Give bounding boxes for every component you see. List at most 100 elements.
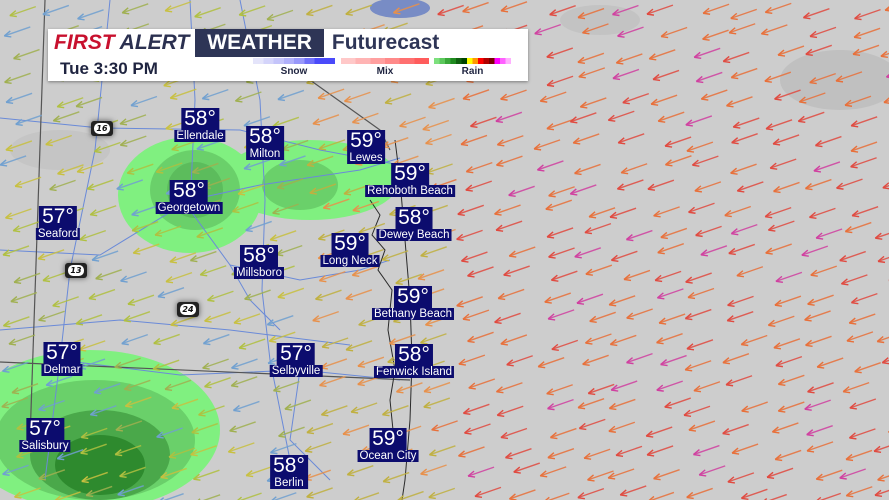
wind-arrow — [124, 379, 151, 390]
wind-arrow-head — [456, 300, 464, 308]
wind-arrow-head — [816, 361, 825, 369]
wind-arrow-head — [496, 409, 505, 417]
wind-arrow — [352, 112, 379, 124]
city-name: Ellendale — [174, 130, 226, 142]
wind-arrow — [38, 310, 65, 321]
wind-arrow-head — [382, 409, 390, 417]
wind-arrow-head — [93, 387, 102, 395]
wind-arrow-head — [876, 335, 885, 344]
city-temp: 59° — [347, 130, 385, 152]
wind-arrow — [612, 68, 640, 80]
wind-arrow — [382, 405, 409, 416]
wind-arrow-head — [201, 93, 210, 101]
wind-arrow — [852, 44, 880, 55]
wind-arrow-head — [801, 249, 809, 257]
wind-arrow-head — [650, 98, 659, 106]
wind-arrow — [2, 245, 30, 256]
wind-arrow-head — [726, 315, 735, 323]
city-temp: 58° — [395, 207, 433, 229]
wind-arrow — [169, 252, 197, 263]
city-name: Fenwick Island — [373, 366, 455, 378]
wind-arrow — [76, 162, 104, 173]
wind-arrow — [500, 427, 528, 439]
wind-arrow-head — [660, 359, 668, 367]
wind-arrow — [650, 94, 678, 105]
wind-arrow — [81, 471, 108, 483]
wind-arrow-head — [839, 255, 847, 263]
wind-arrow-head — [730, 72, 739, 80]
wind-arrow — [91, 250, 119, 261]
wind-arrow — [551, 339, 579, 351]
wind-arrow-head — [474, 490, 483, 499]
wind-arrow-head — [3, 30, 12, 38]
wind-arrow — [722, 51, 750, 63]
wind-arrow — [2, 464, 29, 475]
wind-arrow-head — [169, 256, 177, 264]
wind-arrow — [722, 352, 750, 364]
wind-arrow — [78, 340, 106, 351]
wind-arrow — [190, 250, 217, 262]
wind-arrow — [741, 334, 768, 346]
wind-arrow — [730, 163, 757, 174]
wind-arrow — [702, 29, 729, 40]
wind-arrow — [231, 358, 258, 369]
wind-arrow-head — [608, 299, 617, 307]
wind-arrow-head — [798, 96, 807, 104]
wind-arrow — [772, 134, 800, 145]
wind-arrow-head — [120, 275, 128, 283]
wind-arrow — [315, 289, 342, 300]
wind-arrow — [875, 232, 889, 239]
wind-arrow-head — [238, 9, 247, 17]
wind-arrow — [56, 97, 84, 108]
wind-arrow-head — [381, 254, 390, 262]
wind-arrow — [774, 89, 801, 100]
wind-arrow — [420, 246, 447, 257]
wind-arrow — [495, 220, 523, 231]
wind-arrow-head — [232, 404, 241, 413]
wind-arrow — [617, 179, 644, 190]
wind-arrow — [123, 311, 151, 322]
wind-arrow-head — [579, 101, 588, 109]
wind-arrow — [548, 186, 575, 197]
wind-arrow-head — [848, 432, 857, 440]
wind-arrow-head — [189, 255, 198, 263]
wind-arrow-head — [496, 139, 505, 147]
wind-arrow — [656, 333, 683, 344]
wind-arrow-head — [284, 403, 293, 411]
wind-arrow — [851, 206, 879, 217]
wind-arrow-head — [395, 277, 403, 286]
wind-arrow-head — [645, 430, 654, 438]
wind-arrow — [686, 339, 714, 350]
wind-arrow-head — [608, 402, 617, 411]
wind-arrow — [85, 485, 113, 497]
wind-arrow — [81, 427, 108, 439]
wind-arrow-head — [626, 357, 634, 365]
wind-arrow — [3, 316, 30, 327]
wind-arrow — [425, 133, 452, 145]
wind-arrow-head — [777, 378, 786, 386]
wind-arrow — [90, 405, 117, 416]
wind-arrow — [765, 2, 792, 14]
wind-arrow-head — [539, 470, 548, 478]
wind-arrow — [688, 202, 715, 213]
wind-arrow — [809, 72, 836, 84]
wind-arrow-head — [170, 319, 178, 327]
wind-arrow-head — [687, 291, 696, 300]
wind-arrow-head — [495, 224, 504, 232]
wind-arrow-head — [771, 426, 780, 434]
wind-arrow — [306, 155, 334, 166]
city-temp: 59° — [331, 233, 369, 255]
wind-arrow-head — [318, 143, 327, 151]
snow-legend-bar — [253, 58, 335, 64]
wind-arrow-head — [467, 335, 475, 344]
wind-arrow — [420, 464, 447, 475]
wind-arrow — [396, 382, 423, 393]
wind-arrow-head — [152, 363, 161, 371]
wind-arrow — [87, 179, 114, 190]
wind-arrow — [778, 374, 805, 385]
wind-arrow-head — [764, 6, 773, 15]
wind-arrow-head — [546, 51, 554, 59]
wind-arrow — [573, 133, 600, 144]
rain-legend-bar — [434, 58, 511, 64]
wind-arrow-head — [52, 300, 60, 308]
